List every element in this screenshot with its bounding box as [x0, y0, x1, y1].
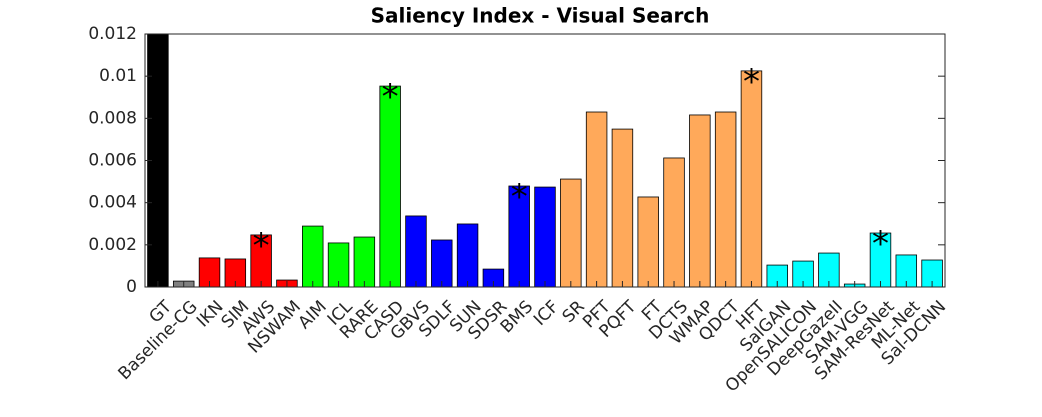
bar	[431, 239, 453, 287]
bar	[895, 254, 918, 287]
y-tick-label: 0.008	[88, 108, 137, 128]
bar	[508, 185, 530, 287]
annotation: *	[253, 226, 270, 266]
bar	[921, 259, 943, 287]
bar	[714, 111, 737, 287]
y-tick-label: 0	[126, 277, 137, 297]
bar	[224, 258, 247, 287]
bar	[818, 252, 840, 287]
annotation: *	[382, 77, 399, 117]
bar	[302, 225, 324, 287]
bar	[379, 85, 401, 287]
y-tick-label: 0.012	[88, 24, 137, 44]
bar	[327, 242, 350, 287]
bar	[456, 223, 479, 287]
y-tick-label: 0.01	[99, 66, 137, 86]
chart-title: Saliency Index - Visual Search	[371, 4, 710, 28]
bar	[405, 215, 427, 287]
annotation: *	[743, 62, 760, 102]
axes-box	[144, 33, 946, 288]
annotation: *	[872, 224, 889, 264]
bar	[353, 236, 376, 287]
bar	[663, 157, 685, 287]
bar	[869, 232, 892, 287]
y-tick-label: 0.004	[88, 193, 137, 213]
bar	[611, 128, 634, 287]
annotation: *	[511, 177, 528, 217]
bar	[560, 178, 582, 287]
y-tick-label: 0.002	[88, 235, 137, 255]
bar	[740, 70, 763, 287]
y-tick-label: 0.006	[88, 151, 137, 171]
bar	[766, 264, 788, 287]
bar	[585, 111, 608, 287]
bar	[637, 196, 659, 287]
bar	[689, 114, 711, 287]
bar	[792, 260, 814, 287]
bar	[534, 186, 556, 287]
